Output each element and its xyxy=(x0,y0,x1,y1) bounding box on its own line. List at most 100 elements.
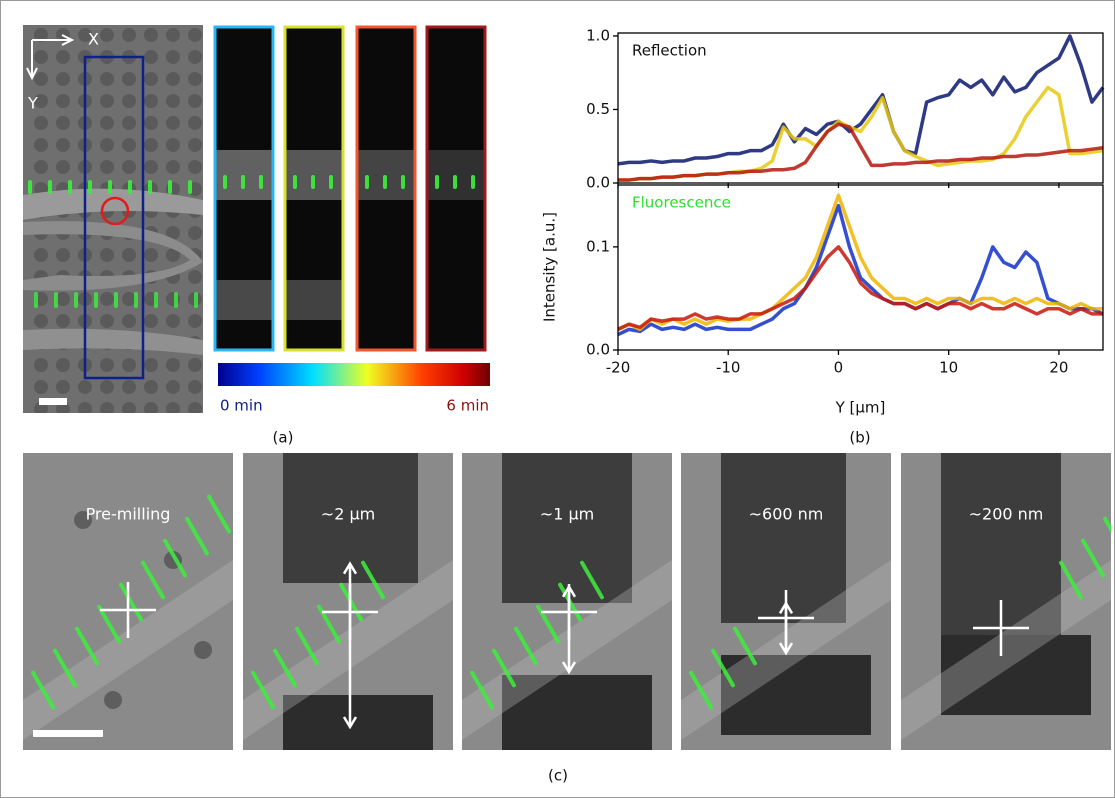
texture xyxy=(56,94,70,108)
texture xyxy=(100,358,114,372)
y-tick-label: 0.0 xyxy=(586,341,610,359)
image xyxy=(427,27,485,350)
scale-bar xyxy=(39,398,67,405)
texture xyxy=(34,94,48,108)
texture xyxy=(166,358,180,372)
texture xyxy=(78,28,92,42)
crosshair xyxy=(973,600,1029,656)
green-stripe xyxy=(251,670,275,710)
membrane xyxy=(23,221,203,291)
plot-frame xyxy=(617,32,1104,184)
band xyxy=(462,560,672,740)
image-label: ~1 µm xyxy=(540,505,594,524)
arrow xyxy=(342,561,358,730)
green-stripe xyxy=(470,670,494,710)
image-label: ~200 nm xyxy=(969,505,1044,524)
image xyxy=(357,27,415,350)
green-stripe xyxy=(514,626,538,666)
image-label: ~2 µm xyxy=(321,505,375,524)
texture xyxy=(188,50,202,64)
texture xyxy=(100,380,114,394)
texture xyxy=(188,94,202,108)
x-tick-label: -10 xyxy=(716,359,741,377)
texture xyxy=(34,248,48,262)
texture xyxy=(144,94,158,108)
texture xyxy=(166,380,180,394)
texture xyxy=(122,402,136,413)
microscopy-images: Pre-milling ~2 µm ~1 µm ~600 nm ~200 nm xyxy=(23,25,1111,750)
texture xyxy=(78,380,92,394)
membrane xyxy=(23,188,203,220)
texture xyxy=(144,380,158,394)
texture xyxy=(122,314,136,328)
green-stripe xyxy=(1103,516,1111,534)
texture xyxy=(56,292,70,306)
texture xyxy=(56,138,70,152)
texture xyxy=(166,116,180,130)
band xyxy=(243,560,453,740)
texture xyxy=(56,358,70,372)
colorbar xyxy=(218,363,490,386)
image-label: ~600 nm xyxy=(749,505,824,524)
milled-region xyxy=(941,635,1091,715)
texture xyxy=(100,94,114,108)
caption: (c) xyxy=(548,767,568,785)
texture xyxy=(34,358,48,372)
texture xyxy=(122,116,136,130)
texture xyxy=(100,28,114,42)
texture xyxy=(144,248,158,262)
texture xyxy=(166,28,180,42)
texture xyxy=(194,641,212,659)
texture xyxy=(100,292,114,306)
strip-band xyxy=(285,280,343,320)
green-stripe xyxy=(97,604,121,644)
chart-title: Reflection xyxy=(632,42,707,60)
texture xyxy=(188,28,202,42)
milled-region xyxy=(502,453,632,603)
arrow xyxy=(778,600,794,656)
data-line xyxy=(617,193,1103,332)
texture xyxy=(56,50,70,64)
texture xyxy=(188,314,202,328)
milled-region xyxy=(283,453,418,583)
texture xyxy=(188,160,202,174)
image-label: Pre-milling xyxy=(86,505,171,524)
axes-arrows xyxy=(26,34,75,81)
texture xyxy=(34,72,48,86)
strip-band xyxy=(215,280,273,320)
scale-bar xyxy=(33,730,103,737)
strip-border xyxy=(425,25,487,352)
image xyxy=(901,453,1111,750)
texture xyxy=(122,358,136,372)
image xyxy=(23,25,203,413)
texture xyxy=(188,402,202,413)
texture xyxy=(144,358,158,372)
strip-band xyxy=(427,150,485,200)
texture xyxy=(122,138,136,152)
texture xyxy=(144,160,158,174)
texture xyxy=(122,160,136,174)
data-line xyxy=(617,245,1103,331)
arrow xyxy=(561,584,577,675)
x-tick-label: 10 xyxy=(939,359,958,377)
line-charts: 0.0 0.5 1.0 Reflection 0.0 0.1 -20 -10 0 10 20 Fluo… xyxy=(586,26,1105,417)
colorbar-min-label: 0 min xyxy=(220,397,263,415)
green-stripe xyxy=(1081,538,1105,578)
texture xyxy=(144,116,158,130)
texture xyxy=(166,226,180,240)
texture xyxy=(100,314,114,328)
texture xyxy=(78,402,92,413)
texture xyxy=(104,691,122,709)
green-stripe xyxy=(185,516,209,556)
y-tick-label: 1.0 xyxy=(586,26,610,44)
green-stripe xyxy=(733,626,757,666)
green-stripe xyxy=(119,582,143,622)
roi-box xyxy=(83,55,145,380)
texture xyxy=(188,358,202,372)
texture xyxy=(34,380,48,394)
texture xyxy=(122,94,136,108)
data-line xyxy=(617,34,1105,166)
band xyxy=(23,560,233,740)
green-stripe xyxy=(711,648,735,688)
green-stripe xyxy=(141,560,165,600)
